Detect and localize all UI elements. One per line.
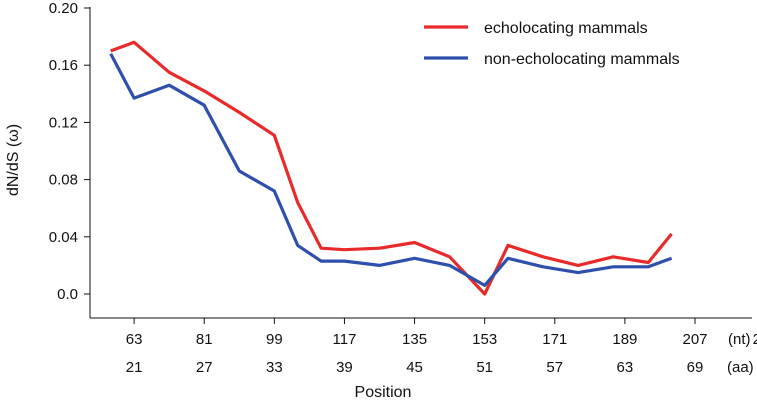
y-tick-label: 0.20 bbox=[49, 0, 78, 17]
x-tick-label-nt: 225 bbox=[753, 331, 757, 348]
x-tick-label-nt: 171 bbox=[542, 331, 567, 348]
y-tick-label: 0.12 bbox=[49, 114, 78, 131]
x-axis-label: Position bbox=[355, 384, 412, 401]
y-tick-label: 0.0 bbox=[57, 286, 78, 303]
x-unit-aa: (aa) bbox=[727, 359, 754, 376]
x-tick-label-aa: 45 bbox=[406, 359, 423, 376]
series-lines bbox=[109, 40, 673, 296]
x-tick-label-aa: 57 bbox=[546, 359, 563, 376]
legend-label: echolocating mammals bbox=[484, 20, 648, 37]
x-tick-label-aa: 21 bbox=[126, 359, 143, 376]
x-axis-ticks: 63 21 81 27 99 33 117 39 135 45 153 51 171 57 189 63 207… bbox=[126, 318, 757, 376]
y-axis-label: dN/dS (ω) bbox=[5, 124, 22, 196]
chart-axes bbox=[89, 7, 752, 319]
y-tick-label: 0.08 bbox=[49, 172, 78, 189]
series-line-echolocating bbox=[110, 40, 673, 296]
y-axis-ticks: 0.20 0.16 0.12 0.08 0.04 0.0 bbox=[49, 0, 90, 303]
x-tick-label-nt: 117 bbox=[332, 331, 356, 348]
y-tick-label: 0.16 bbox=[49, 57, 78, 74]
x-tick-label-aa: 51 bbox=[476, 359, 493, 376]
series-line-non-echolocating bbox=[109, 53, 673, 287]
x-tick-label-aa: 27 bbox=[196, 359, 213, 376]
x-tick-label-nt: 189 bbox=[612, 331, 637, 348]
legend: echolocating mammals non-echolocating mam… bbox=[424, 20, 680, 68]
x-tick-label-nt: 63 bbox=[126, 331, 143, 348]
x-tick-label-nt: 99 bbox=[266, 331, 283, 348]
x-tick-label-aa: 39 bbox=[336, 359, 353, 376]
y-tick-label: 0.04 bbox=[49, 229, 78, 246]
legend-label: non-echolocating mammals bbox=[484, 51, 680, 68]
x-tick-label-nt: 135 bbox=[402, 331, 427, 348]
x-tick-label-aa: 33 bbox=[266, 359, 283, 376]
x-tick-label-aa: 69 bbox=[687, 359, 704, 376]
x-tick-label-nt: 207 bbox=[682, 331, 707, 348]
x-tick-label-nt: 153 bbox=[472, 331, 497, 348]
x-tick-label-nt: 81 bbox=[196, 331, 213, 348]
x-unit-nt: (nt) bbox=[728, 331, 751, 348]
x-tick-label-aa: 63 bbox=[617, 359, 634, 376]
